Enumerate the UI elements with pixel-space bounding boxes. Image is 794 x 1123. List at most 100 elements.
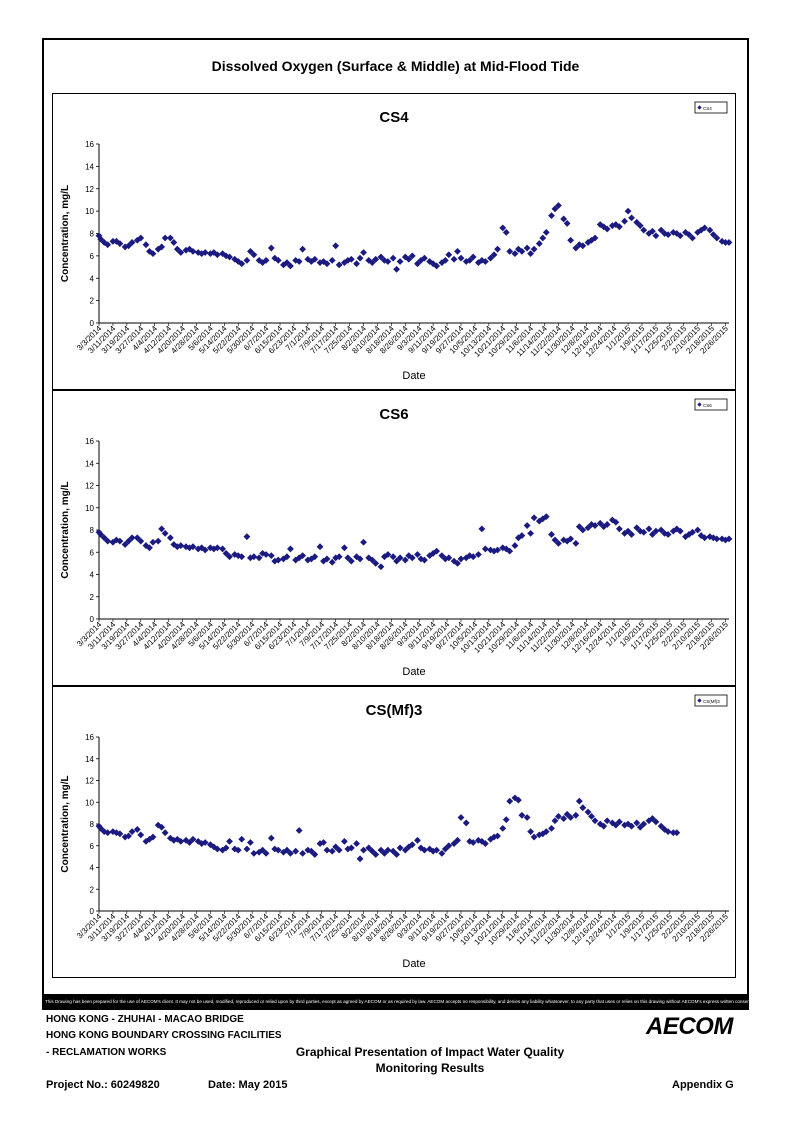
- data-point: [624, 207, 632, 215]
- data-point: [381, 256, 388, 264]
- data-point: [657, 526, 665, 534]
- data-point: [579, 526, 587, 534]
- data-point: [116, 537, 124, 545]
- data-point: [247, 554, 254, 562]
- data-point: [247, 248, 254, 255]
- data-point: [347, 255, 355, 263]
- data-point: [125, 537, 132, 545]
- data-point: [328, 847, 336, 855]
- data-point: [262, 551, 270, 558]
- data-point: [146, 248, 153, 255]
- data-point: [287, 849, 294, 857]
- y-tick-label: 8: [90, 230, 95, 239]
- data-point: [408, 252, 416, 260]
- data-point: [555, 539, 562, 547]
- data-point: [421, 556, 428, 564]
- data-point: [615, 223, 623, 231]
- data-point: [177, 542, 185, 549]
- data-point: [523, 244, 531, 252]
- data-point: [274, 846, 282, 854]
- data-point: [198, 544, 206, 552]
- data-point: [323, 555, 331, 563]
- data-point: [259, 549, 266, 557]
- data-point: [173, 835, 181, 843]
- data-point: [222, 844, 230, 852]
- data-point: [381, 553, 388, 561]
- data-point: [527, 250, 535, 258]
- data-point: [487, 254, 494, 262]
- data-point: [450, 255, 458, 263]
- data-point: [518, 811, 526, 819]
- data-point: [189, 543, 197, 551]
- data-point: [615, 818, 623, 826]
- data-point: [706, 533, 714, 541]
- y-tick-label: 16: [85, 140, 94, 149]
- data-point: [137, 537, 145, 545]
- data-point: [506, 797, 514, 805]
- data-point: [563, 220, 571, 227]
- data-point: [474, 259, 482, 266]
- data-point: [640, 226, 648, 234]
- data-point: [433, 846, 441, 854]
- data-point: [335, 261, 343, 269]
- data-point: [250, 849, 258, 857]
- report-date: Date: May 2015: [208, 1079, 288, 1091]
- data-point: [335, 553, 343, 561]
- data-point: [347, 844, 355, 852]
- data-point: [226, 553, 233, 561]
- data-point: [158, 243, 166, 251]
- data-point: [292, 847, 300, 855]
- data-point: [177, 249, 185, 256]
- data-point: [408, 841, 416, 849]
- data-point: [421, 254, 428, 262]
- data-point: [116, 240, 124, 247]
- data-point: [182, 246, 190, 254]
- data-point: [685, 531, 693, 538]
- data-point: [603, 817, 611, 825]
- data-point: [166, 234, 174, 242]
- data-point: [469, 553, 477, 561]
- data-point: [591, 522, 599, 529]
- data-point: [219, 250, 226, 258]
- data-point: [100, 828, 108, 836]
- data-point: [389, 254, 397, 262]
- data-point: [121, 541, 129, 548]
- data-point: [360, 249, 367, 256]
- data-point: [238, 835, 246, 843]
- data-point: [469, 839, 477, 846]
- data-point: [247, 839, 254, 846]
- data-point: [311, 255, 319, 263]
- data-point: [158, 525, 166, 533]
- data-point: [262, 256, 270, 264]
- y-tick-label: 8: [90, 820, 95, 829]
- data-point: [584, 524, 592, 532]
- data-point: [226, 838, 233, 845]
- data-point: [494, 245, 501, 253]
- data-point: [170, 836, 178, 844]
- data-point: [636, 222, 644, 230]
- data-point: [527, 529, 535, 537]
- data-point: [706, 226, 714, 234]
- data-point: [649, 227, 656, 235]
- data-point: [530, 245, 538, 253]
- data-point: [393, 557, 400, 565]
- data-point: [560, 815, 568, 822]
- y-tick-label: 0: [90, 319, 95, 328]
- data-point: [454, 248, 461, 255]
- legend-label: CS(Mf)3: [703, 699, 720, 704]
- data-point: [469, 253, 477, 261]
- data-point: [393, 851, 400, 858]
- data-point: [316, 840, 324, 847]
- data-point: [414, 551, 421, 558]
- data-point: [97, 824, 105, 832]
- data-point: [608, 516, 616, 524]
- data-point: [372, 559, 380, 567]
- y-tick-label: 8: [90, 526, 95, 535]
- data-point: [664, 231, 672, 239]
- data-point: [393, 265, 400, 273]
- data-point: [287, 262, 294, 270]
- y-tick-label: 4: [90, 864, 95, 873]
- data-point: [219, 545, 226, 553]
- data-point: [234, 846, 242, 854]
- data-point: [481, 545, 489, 553]
